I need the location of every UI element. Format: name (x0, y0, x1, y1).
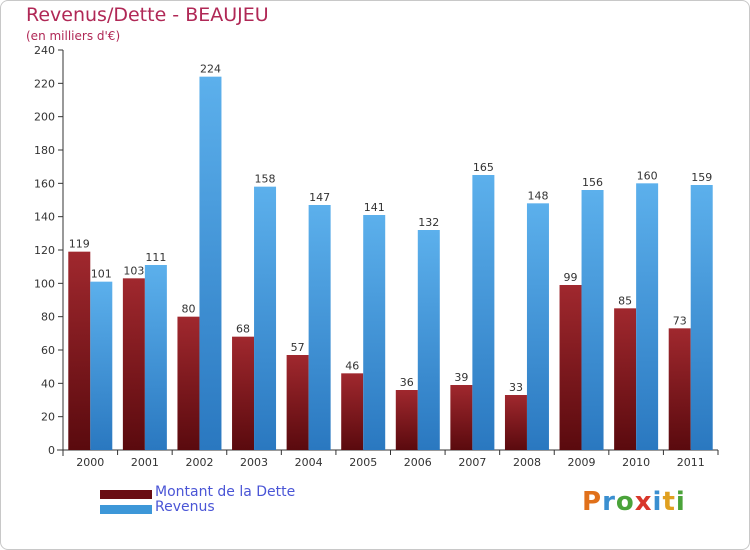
bar-revenus (472, 175, 495, 450)
data-label-revenus: 224 (200, 63, 221, 76)
data-label-debt: 73 (673, 314, 687, 327)
x-tick-label: 2005 (349, 456, 377, 469)
bar-debt (68, 251, 91, 450)
bar-debt (504, 395, 527, 450)
logo-letter: o (615, 487, 635, 517)
logo-letter: i (675, 487, 686, 517)
chart-subtitle: (en milliers d'€) (26, 29, 121, 43)
data-label-debt: 80 (181, 303, 195, 316)
logo-letter: i (652, 487, 663, 517)
x-tick-label: 2000 (76, 456, 104, 469)
bar-revenus (308, 205, 331, 450)
x-tick-label: 2003 (240, 456, 268, 469)
y-tick-label: 20 (41, 411, 55, 424)
data-label-debt: 36 (400, 376, 414, 389)
bar-debt (122, 278, 145, 450)
bar-revenus (144, 265, 167, 450)
y-tick-label: 240 (34, 44, 55, 57)
y-tick-label: 60 (41, 344, 55, 357)
data-label-debt: 119 (69, 238, 90, 251)
data-label-revenus: 156 (582, 176, 603, 189)
y-tick-label: 160 (34, 177, 55, 190)
y-tick-label: 80 (41, 311, 55, 324)
bar-revenus (636, 183, 659, 451)
bar-debt (450, 385, 473, 450)
data-label-debt: 33 (509, 381, 523, 394)
chart-title: Revenus/Dette - BEAUJEU (26, 4, 269, 26)
data-label-revenus: 101 (91, 268, 112, 281)
data-label-revenus: 141 (364, 201, 385, 214)
data-label-revenus: 160 (637, 169, 658, 182)
x-tick-label: 2004 (295, 456, 323, 469)
bar-revenus (363, 215, 386, 450)
legend-label-debt: Montant de la Dette (155, 484, 296, 500)
logo-letter: x (634, 487, 653, 517)
x-tick-label: 2010 (622, 456, 650, 469)
legend-swatch-revenus (100, 505, 152, 514)
legend-swatch-debt (100, 490, 152, 499)
bar-debt (341, 373, 364, 450)
data-label-debt: 103 (123, 264, 144, 277)
legend-label-revenus: Revenus (155, 499, 215, 515)
bar-debt (614, 308, 637, 450)
data-label-debt: 85 (618, 294, 632, 307)
x-tick-label: 2011 (677, 456, 705, 469)
bar-revenus (254, 186, 277, 450)
bar-debt (232, 336, 255, 450)
bar-debt (286, 355, 309, 450)
data-label-revenus: 159 (691, 171, 712, 184)
y-tick-label: 120 (34, 244, 55, 257)
x-tick-label: 2007 (458, 456, 486, 469)
x-tick-label: 2009 (568, 456, 596, 469)
data-label-revenus: 148 (527, 189, 548, 202)
y-tick-label: 40 (41, 377, 55, 390)
data-label-revenus: 132 (418, 216, 439, 229)
bar-revenus (90, 281, 113, 450)
bar-debt (668, 328, 691, 450)
logo-letter: r (602, 487, 616, 517)
data-label-revenus: 158 (255, 173, 276, 186)
y-tick-label: 180 (34, 144, 55, 157)
y-tick-label: 100 (34, 277, 55, 290)
data-label-debt: 46 (345, 359, 359, 372)
x-tick-label: 2006 (404, 456, 432, 469)
x-tick-label: 2008 (513, 456, 541, 469)
data-label-revenus: 111 (145, 251, 166, 264)
bar-debt (177, 316, 200, 450)
data-label-debt: 39 (454, 371, 468, 384)
data-label-revenus: 165 (473, 161, 494, 174)
y-tick-label: 140 (34, 211, 55, 224)
data-label-debt: 68 (236, 323, 250, 336)
data-label-revenus: 147 (309, 191, 330, 204)
y-tick-label: 220 (34, 77, 55, 90)
data-label-debt: 99 (564, 271, 578, 284)
bar-debt (395, 390, 418, 450)
bar-revenus (526, 203, 549, 450)
bar-revenus (581, 190, 604, 450)
data-label-debt: 57 (291, 341, 305, 354)
proxiti-logo: Proxiti (582, 487, 686, 517)
bar-debt (559, 285, 582, 450)
bar-revenus (199, 76, 222, 451)
x-tick-label: 2002 (185, 456, 213, 469)
x-tick-label: 2001 (131, 456, 159, 469)
bar-revenus (690, 185, 713, 450)
logo-letter: P (582, 487, 603, 517)
y-tick-label: 0 (48, 444, 55, 457)
bar-revenus (417, 230, 440, 450)
logo-letter: t (662, 487, 676, 517)
y-tick-label: 200 (34, 111, 55, 124)
